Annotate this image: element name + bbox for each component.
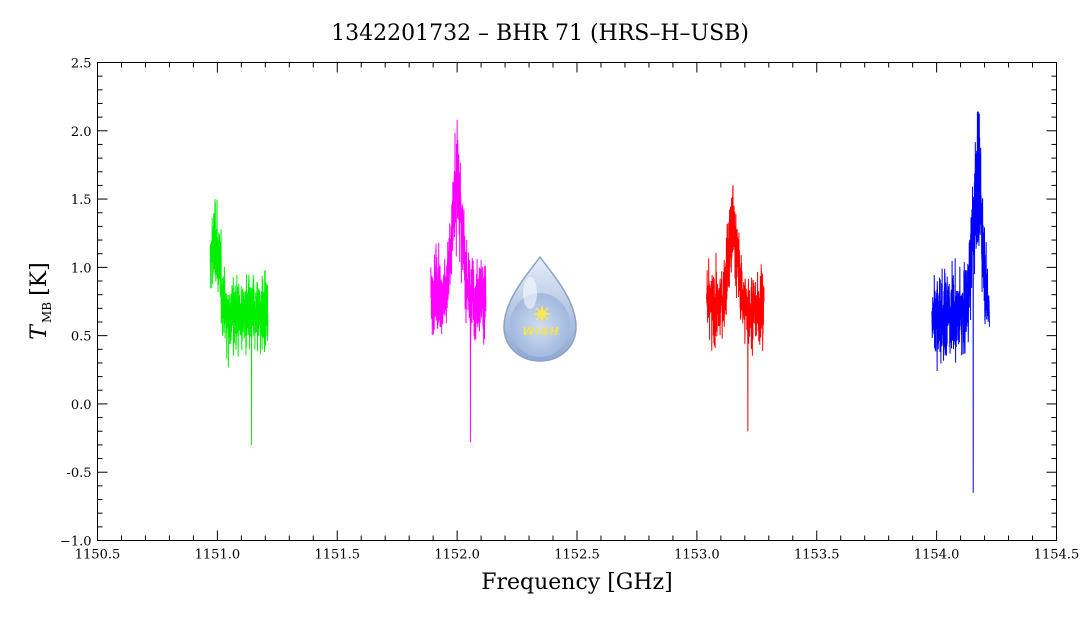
y-axis-label: TMB [K] <box>27 262 54 339</box>
x-axis-label: Frequency [GHz] <box>481 570 673 595</box>
x-tick-label: 1151.0 <box>195 548 241 563</box>
y-axis-label-symbol: T <box>27 323 52 340</box>
y-tick-label: 2.5 <box>71 57 92 72</box>
y-tick-label: 1.5 <box>71 193 92 208</box>
y-tick-label: 0.5 <box>71 330 92 345</box>
y-tick-label: 2.0 <box>71 125 92 140</box>
logo-text: WISH <box>522 325 559 338</box>
y-tick-labels: −1.0 -0.5 0.0 0.5 1.0 1.5 2.0 2.5 <box>60 57 92 550</box>
spectrum-series-1 <box>209 199 269 445</box>
x-tick-label: 1152.0 <box>434 548 480 563</box>
x-tick-labels: 1150.5 1151.0 1151.5 1152.0 1152.5 1153.0 1153… <box>75 548 1080 563</box>
y-axis-label-subscript: MB <box>40 302 54 323</box>
spectrum-series-3 <box>705 185 765 432</box>
chart-title: 1342201732 – BHR 71 (HRS–H–USB) <box>331 21 749 46</box>
star-icon <box>533 305 551 323</box>
y-tick-label: 1.0 <box>71 261 92 276</box>
plot-area <box>97 62 1057 541</box>
y-tick-label: −1.0 <box>60 535 92 550</box>
spectrum-series-4 <box>931 111 990 493</box>
spectrum-series-2 <box>430 119 487 443</box>
y-tick-label: -0.5 <box>66 466 91 481</box>
axis-ticks <box>97 62 1057 541</box>
x-tick-label: 1150.5 <box>75 548 121 563</box>
x-tick-label: 1153.0 <box>674 548 720 563</box>
x-tick-label: 1151.5 <box>315 548 361 563</box>
series-layer <box>209 111 990 493</box>
x-tick-label: 1153.5 <box>794 548 840 563</box>
x-tick-label: 1154.0 <box>914 548 960 563</box>
y-tick-label: 0.0 <box>71 398 92 413</box>
y-axis-label-unit: [K] <box>27 262 52 296</box>
wish-logo: WISH <box>503 255 577 362</box>
svg-text:TMB[K]: TMB [K] <box>27 262 54 339</box>
x-tick-label: 1152.5 <box>554 548 600 563</box>
x-tick-label: 1154.5 <box>1034 548 1080 563</box>
